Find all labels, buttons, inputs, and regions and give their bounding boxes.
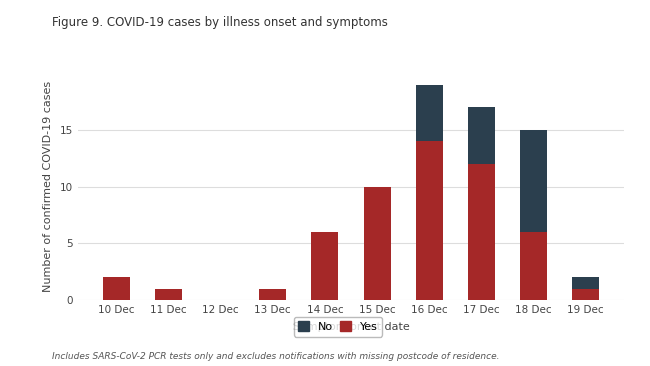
Bar: [468, 107, 495, 164]
Bar: [468, 164, 495, 300]
Bar: [520, 232, 547, 300]
Y-axis label: Number of confirmed COVID-19 cases: Number of confirmed COVID-19 cases: [43, 81, 53, 292]
Legend: No, Yes: No, Yes: [294, 317, 382, 337]
Text: Figure 9. COVID-19 cases by illness onset and symptoms: Figure 9. COVID-19 cases by illness onse…: [52, 16, 388, 30]
Bar: [155, 289, 182, 300]
Bar: [415, 141, 443, 300]
Text: Includes SARS-CoV-2 PCR tests only and excludes notifications with missing postc: Includes SARS-CoV-2 PCR tests only and e…: [52, 351, 499, 361]
Bar: [415, 85, 443, 141]
Bar: [572, 289, 599, 300]
Bar: [103, 277, 130, 300]
Bar: [311, 232, 339, 300]
Bar: [520, 130, 547, 232]
Bar: [363, 187, 391, 300]
X-axis label: Symptom onset date: Symptom onset date: [292, 322, 410, 332]
Bar: [572, 277, 599, 289]
Bar: [259, 289, 287, 300]
